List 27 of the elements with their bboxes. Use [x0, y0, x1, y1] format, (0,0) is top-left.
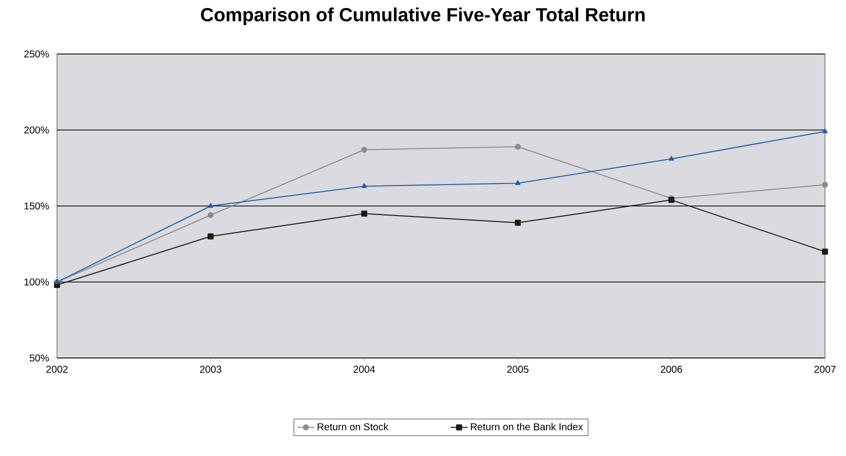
x-tick-label: 2007 [814, 366, 836, 373]
x-tick-label: 2003 [200, 366, 222, 373]
x-tick-label: 2002 [46, 366, 68, 373]
x-tick-label: 2005 [507, 366, 528, 373]
legend-label: Return on Stock [318, 422, 388, 430]
point [208, 233, 214, 240]
y-tick-label: 150% [24, 202, 49, 210]
chart-title: Comparison of Cumulative Five-Year Total Return [200, 8, 645, 26]
point [361, 210, 368, 217]
x-tick-label: 2006 [660, 366, 682, 373]
point [362, 183, 367, 188]
y-tick-label: 200% [24, 126, 49, 134]
point [514, 144, 521, 150]
legend-label: Return on the Bank Index [470, 422, 583, 430]
point [822, 248, 828, 255]
point [822, 128, 828, 134]
x-tick-label: 2004 [354, 366, 375, 373]
point [515, 180, 520, 185]
point [822, 182, 828, 188]
point [361, 146, 368, 153]
point [514, 220, 521, 226]
y-tick-label: 250% [24, 50, 49, 58]
point [668, 156, 674, 161]
point [208, 212, 214, 218]
point [208, 203, 214, 208]
y-tick-label: 100% [24, 278, 49, 286]
y-tick-label: 50% [30, 354, 49, 362]
